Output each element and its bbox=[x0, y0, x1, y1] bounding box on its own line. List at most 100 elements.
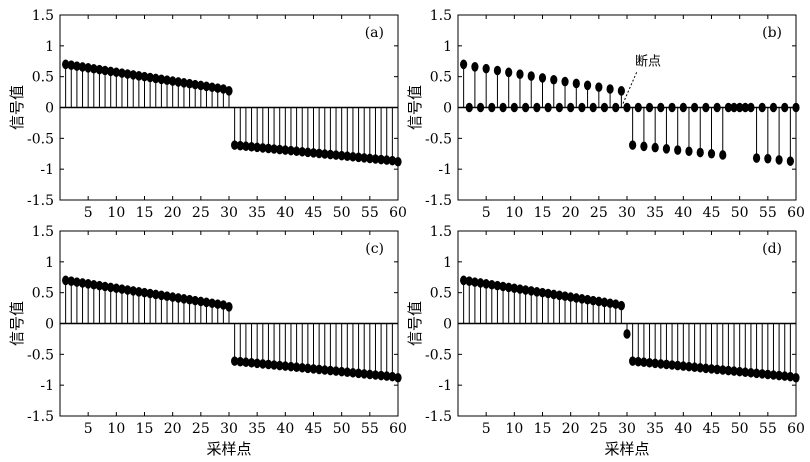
stem-marker bbox=[657, 102, 665, 113]
stem-marker bbox=[747, 367, 755, 378]
stem-marker bbox=[67, 60, 75, 70]
stem-marker bbox=[377, 370, 385, 381]
chart-panel-2: 1.5 1 0.5 0 -0.5 -1 -1.5 5 10 15 20 25 30 35 40 45 50 55 6… bbox=[406, 8, 805, 221]
stem-marker bbox=[747, 102, 755, 113]
stem-marker bbox=[471, 277, 479, 287]
stem-marker bbox=[544, 102, 552, 113]
y-axis-title: 信号值 bbox=[406, 301, 424, 346]
stem-marker bbox=[623, 329, 631, 339]
stem-marker bbox=[781, 102, 789, 113]
x-tick-label: 5 bbox=[84, 421, 93, 437]
stem-marker bbox=[696, 147, 704, 158]
stem-marker bbox=[713, 102, 721, 113]
stem-marker bbox=[572, 78, 580, 89]
stem-marker bbox=[460, 275, 468, 286]
stem-marker bbox=[527, 286, 535, 296]
stem-marker bbox=[589, 295, 597, 306]
stem-marker bbox=[236, 356, 244, 367]
stem-marker bbox=[360, 369, 368, 379]
x-axis-title: 采样点 bbox=[604, 440, 649, 458]
stem-marker bbox=[247, 141, 256, 152]
x-tick-label: 30 bbox=[220, 421, 238, 437]
stem-marker bbox=[691, 102, 699, 113]
stem-marker bbox=[321, 149, 329, 159]
stem-marker bbox=[377, 154, 385, 165]
stem-marker bbox=[465, 102, 473, 113]
y-tick-label: 1 bbox=[45, 255, 54, 271]
stem-marker bbox=[315, 364, 323, 375]
x-tick-label: 10 bbox=[505, 205, 523, 221]
stem-marker bbox=[174, 293, 182, 303]
x-tick-label: 30 bbox=[618, 421, 636, 437]
stem-marker bbox=[236, 140, 244, 151]
stem-marker bbox=[758, 102, 766, 113]
stem-marker bbox=[332, 150, 340, 160]
stem-marker bbox=[253, 358, 261, 369]
stem-marker bbox=[550, 74, 558, 85]
stem-marker bbox=[589, 102, 597, 113]
stem-marker bbox=[527, 71, 535, 81]
stem-marker bbox=[247, 357, 256, 368]
x-tick-label: 20 bbox=[164, 421, 182, 437]
stem-marker bbox=[281, 145, 289, 155]
y-tick-label: -0.5 bbox=[425, 347, 452, 363]
y-tick-label: 1.5 bbox=[430, 224, 452, 240]
stem-marker bbox=[253, 142, 261, 153]
chart-panel-4: 1.5 1 0.5 0 -0.5 -1 -1.5 5 10 15 20 25 30 35 40 45 50 55 6… bbox=[406, 224, 805, 458]
x-tick-label: 55 bbox=[759, 205, 777, 221]
stem-marker bbox=[95, 280, 104, 291]
stem-marker bbox=[163, 291, 171, 301]
x-tick-label: 5 bbox=[84, 205, 93, 221]
stem-marker bbox=[719, 150, 727, 160]
x-tick-label: 20 bbox=[562, 205, 580, 221]
stem-marker bbox=[578, 294, 586, 304]
x-tick-label: 5 bbox=[482, 421, 491, 437]
stem-marker bbox=[702, 102, 710, 113]
stem-marker bbox=[629, 140, 637, 150]
stem-marker bbox=[394, 156, 402, 167]
stem-marker bbox=[606, 298, 614, 309]
stem-marker bbox=[752, 153, 761, 163]
stem-marker bbox=[118, 68, 126, 78]
stem-marker bbox=[73, 61, 81, 71]
stem-marker bbox=[90, 63, 98, 74]
stem-marker bbox=[394, 372, 402, 383]
stem-marker bbox=[595, 296, 603, 307]
stem-marker bbox=[191, 295, 199, 306]
stem-marker bbox=[326, 365, 334, 376]
stem-marker bbox=[550, 289, 558, 300]
stem-marker bbox=[354, 152, 363, 163]
x-tick-label: 10 bbox=[505, 421, 523, 437]
y-axis-title: 信号值 bbox=[8, 85, 26, 130]
stem-marker bbox=[129, 70, 137, 80]
stem-marker bbox=[135, 71, 143, 81]
stem-marker bbox=[567, 102, 575, 113]
stem-marker bbox=[185, 294, 194, 305]
stem-marker bbox=[276, 144, 284, 155]
y-tick-label: 0.5 bbox=[430, 70, 452, 86]
x-tick-label: 10 bbox=[107, 205, 125, 221]
stem-marker bbox=[488, 279, 496, 290]
x-tick-label: 50 bbox=[333, 421, 351, 437]
x-tick-label: 15 bbox=[534, 205, 552, 221]
stem-marker bbox=[73, 277, 81, 287]
y-tick-label: 1 bbox=[443, 255, 452, 271]
stem-marker bbox=[259, 359, 267, 369]
stem-marker bbox=[78, 62, 87, 72]
y-tick-label: 1 bbox=[443, 39, 452, 55]
stem-marker bbox=[304, 147, 312, 158]
stem-marker bbox=[270, 360, 278, 370]
stem-marker bbox=[522, 285, 530, 295]
x-tick-label: 50 bbox=[333, 205, 351, 221]
stem-marker bbox=[174, 77, 182, 87]
stem-marker bbox=[696, 362, 704, 373]
stem-marker bbox=[730, 102, 738, 113]
stem-marker bbox=[180, 294, 188, 304]
stem-marker bbox=[383, 155, 391, 165]
stem-marker bbox=[298, 146, 306, 157]
stem-marker bbox=[719, 365, 727, 375]
stem-marker bbox=[388, 155, 396, 166]
y-tick-label: -1 bbox=[438, 378, 452, 394]
stem-marker bbox=[169, 76, 177, 86]
stem-marker bbox=[674, 145, 682, 155]
